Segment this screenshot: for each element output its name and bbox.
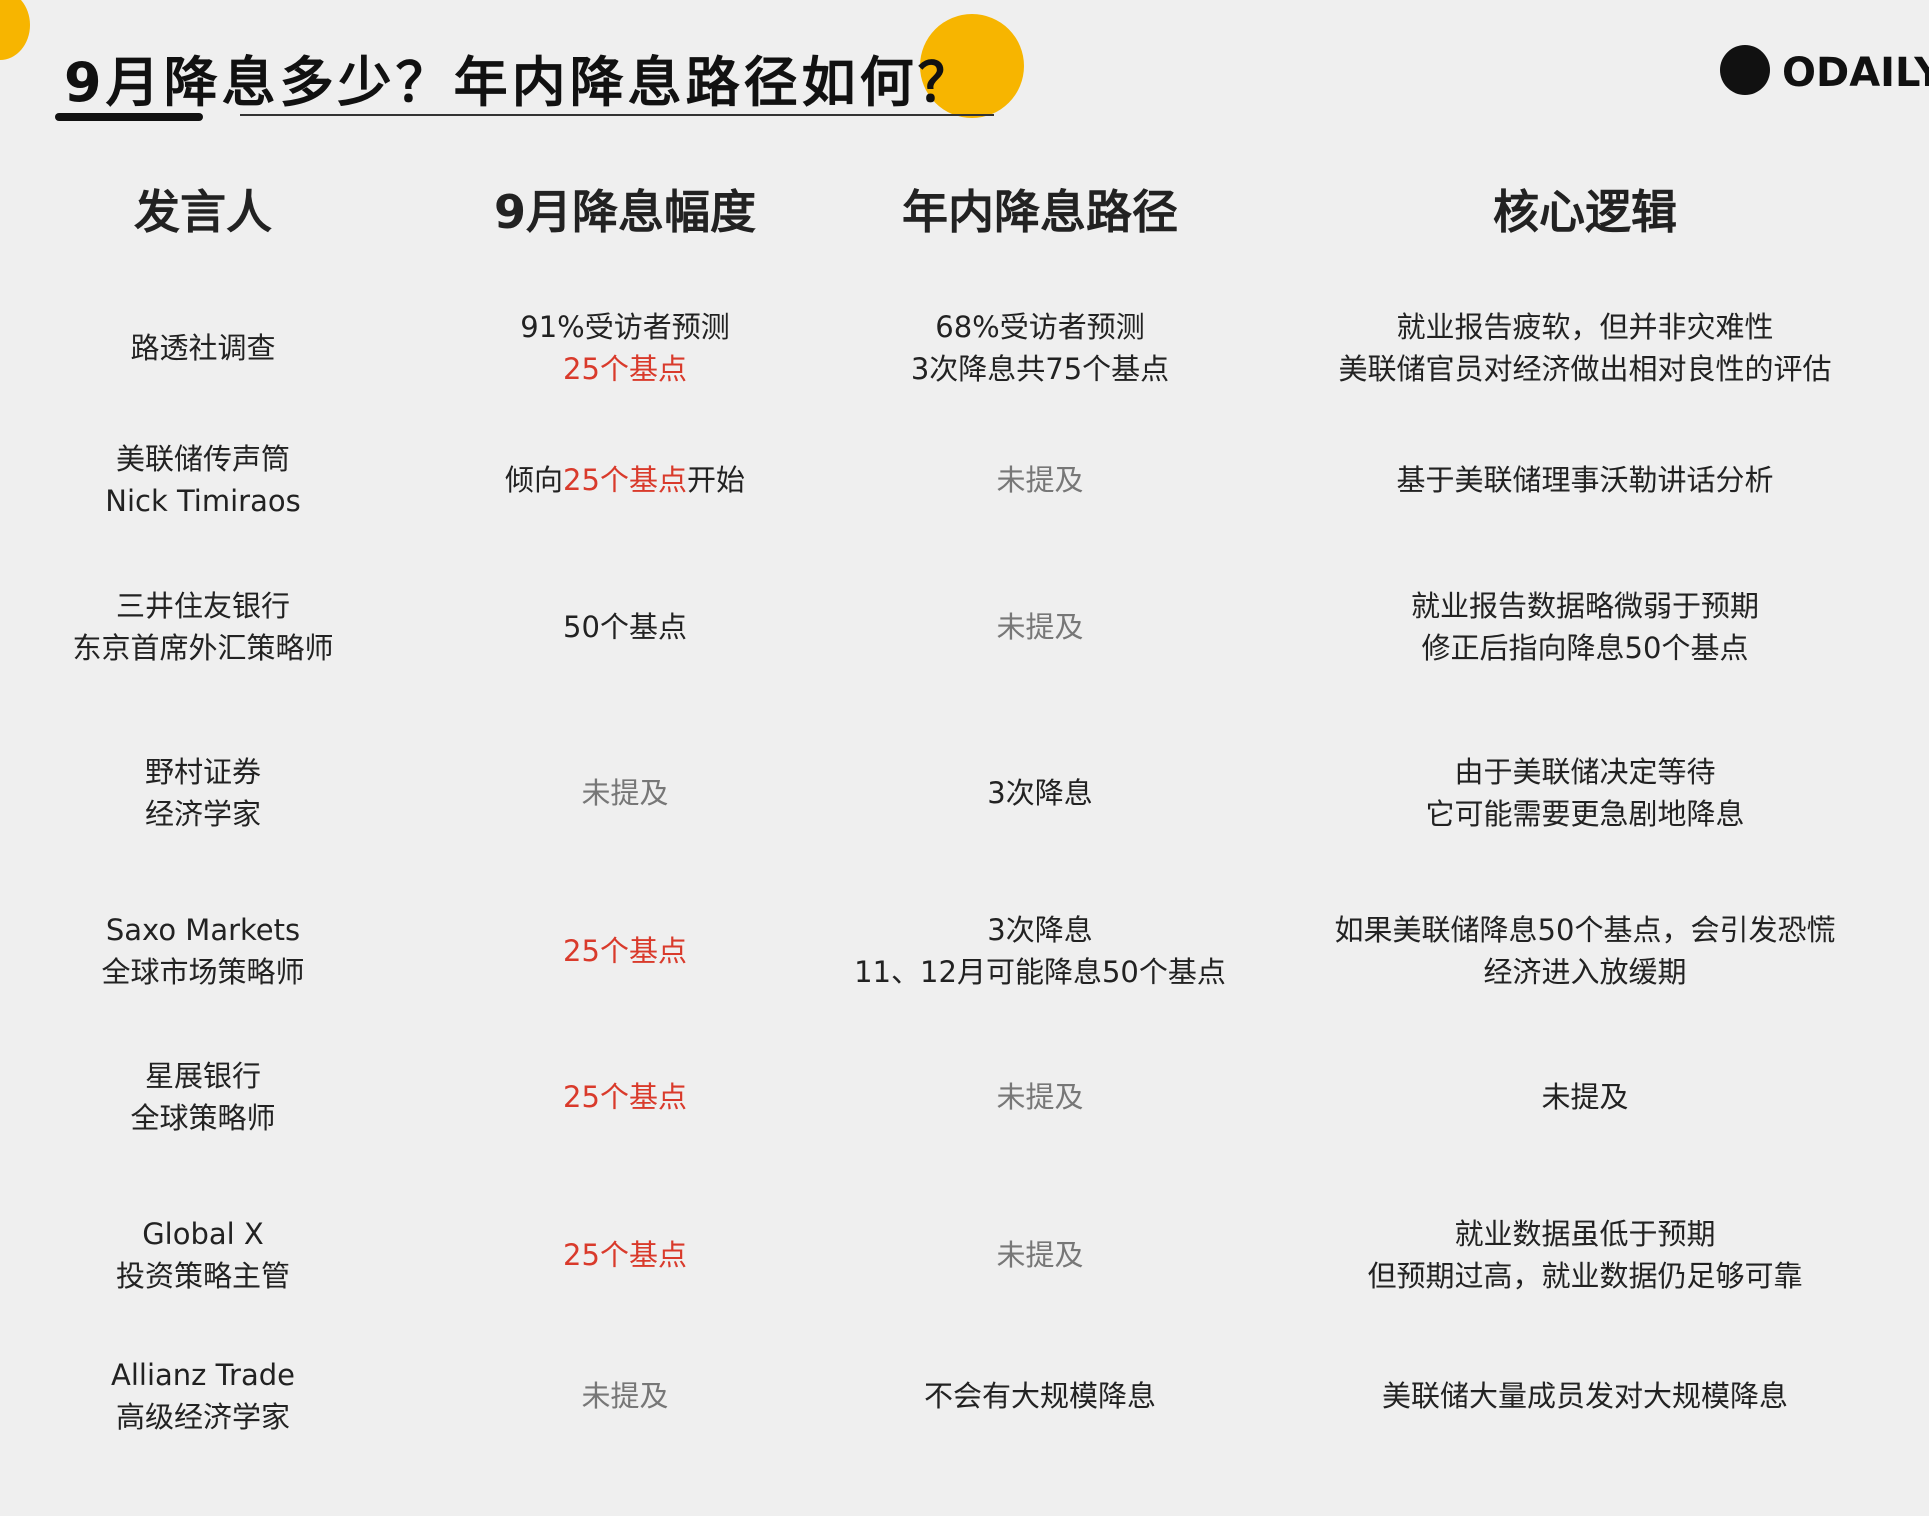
cell-line: 全球策略师 [130,1101,276,1135]
cell-line: Nick Timiraos [105,484,301,518]
cell-line: 野村证券 [144,755,262,789]
cell-line: 25个基点 [563,1238,687,1272]
cell: 未提及 [996,1076,1083,1118]
cell-line: 就业数据虽低于预期 [1454,1217,1716,1251]
text-segment: 开始 [686,463,745,497]
cell-line: 倾向25个基点开始 [505,459,745,501]
cell-line: 基于美联储理事沃勒讲话分析 [1396,463,1774,497]
cell-line: 未提及 [1541,1080,1629,1114]
column-header: 年内降息路径 [902,185,1178,239]
cell: Saxo Markets 全球市场策略师 [101,909,304,993]
cell: 星展银行 全球策略师 [130,1055,275,1139]
cell: 如果美联储降息50个基点，会引发恐慌 经济进入放缓期 [1335,909,1836,993]
cell-line: 就业报告数据略微弱于预期 [1410,589,1760,623]
cell-line: 它可能需要更急剧地降息 [1425,797,1745,831]
cell-line: 如果美联储降息50个基点，会引发恐慌 [1334,913,1836,947]
column-header: 9月降息幅度 [493,185,757,239]
cell-line: Global X [142,1217,264,1251]
cell: 就业报告数据略微弱于预期 修正后指向降息50个基点 [1411,585,1759,669]
cell-line: 美联储传声筒 [115,442,291,476]
cell: 25个基点 [563,1076,687,1118]
column-header: 核心逻辑 [1493,185,1677,239]
cell-line: 50个基点 [563,610,687,644]
cell-line: 经济进入放缓期 [1483,955,1687,989]
cell: 三井住友银行东京首席外汇策略师 [72,585,333,669]
cell: 未提及 [581,772,668,814]
cell-line: 三井住友银行 [115,589,291,623]
cell: 91%受访者预测 25个基点 [520,306,729,390]
text-segment: 倾向 [505,463,564,497]
cell-line: 美联储官员对经济做出相对良性的评估 [1338,352,1832,386]
cell: Allianz Trade 高级经济学家 [111,1354,295,1438]
cell-line: 由于美联储决定等待 [1454,755,1716,789]
cell: 基于美联储理事沃勒讲话分析 [1396,459,1773,501]
cell: 25个基点 [563,930,687,972]
cell-line: 路透社调查 [130,331,276,365]
cell-line: 美联储大量成员发对大规模降息 [1381,1379,1789,1413]
cell: 路透社调查 [130,327,275,369]
cell-line: 91%受访者预测 [520,310,730,344]
cell: 未提及 [581,1375,668,1417]
cell: 未提及 [996,1234,1083,1276]
cell: 未提及 [1541,1076,1628,1118]
logo-icon [1720,45,1770,95]
cell-line: 25个基点 [520,348,729,390]
cell-line: 高级经济学家 [115,1400,290,1434]
cell-line: 投资策略主管 [115,1259,291,1293]
cell: 3次降息 11、12月可能降息50个基点 [854,909,1226,993]
cell-line: 未提及 [996,610,1084,644]
cell-line: 东京首席外汇策略师 [72,631,334,665]
cell-line: 星展银行 [144,1059,262,1093]
cell-line: 未提及 [581,776,669,810]
cell-line: 不会有大规模降息 [923,1379,1157,1413]
cell: 由于美联储决定等待 它可能需要更急剧地降息 [1425,751,1744,835]
cell: 25个基点 [563,1234,687,1276]
text-segment: 25个基点 [563,463,687,497]
cell-line: 68%受访者预测 [935,310,1145,344]
title-rule [240,114,994,116]
cell-line: 未提及 [996,463,1084,497]
cell: 50个基点 [563,606,687,648]
cell-line: 但预期过高，就业数据仍足够可靠 [1367,1259,1803,1293]
cell-line: 3次降息 [987,776,1093,810]
title-underline [55,113,203,121]
cell-line: 25个基点 [563,1080,687,1114]
cell: 就业数据虽低于预期但预期过高，就业数据仍足够可靠 [1367,1213,1802,1297]
cell-line: 11、12月可能降息50个基点 [854,955,1226,989]
cell: Global X 投资策略主管 [116,1213,290,1297]
column-header: 发言人 [134,185,272,239]
cell: 倾向25个基点开始 [505,459,745,501]
cell-line: Allianz Trade [111,1358,295,1392]
cell-line: 就业报告疲软，但并非灾难性 [1396,310,1774,344]
cell-line: 经济学家 [144,797,262,831]
cell: 3次降息 [987,772,1092,814]
cell-line: 修正后指向降息50个基点 [1421,631,1749,665]
cell: 野村证券 经济学家 [145,751,261,835]
cell-line: 全球市场策略师 [101,955,305,989]
cell-line: 3次降息 [987,913,1093,947]
cell: 美联储大量成员发对大规模降息 [1382,1375,1788,1417]
cell: 不会有大规模降息 [924,1375,1156,1417]
cell: 未提及 [996,606,1083,648]
text-segment: 25个基点 [563,352,687,386]
cell: 未提及 [996,459,1083,501]
deco-circle [920,14,1024,118]
cell: 美联储传声筒 Nick Timiraos [105,438,300,522]
cell-line: 未提及 [996,1238,1084,1272]
cell-line: 3次降息共75个基点 [910,352,1170,386]
title: 9月降息多少？年内降息路径如何？ [64,51,976,114]
deco-circle [0,0,30,60]
cell-line: 25个基点 [563,934,687,968]
cell-line: 未提及 [581,1379,669,1413]
cell-line: 未提及 [996,1080,1084,1114]
cell: 68%受访者预测 3次降息共75个基点 [911,306,1169,390]
logo: ODAILY [1782,50,1929,96]
cell-line: Saxo Markets [105,913,301,947]
cell: 就业报告疲软，但并非灾难性美联储官员对经济做出相对良性的评估 [1338,306,1831,390]
